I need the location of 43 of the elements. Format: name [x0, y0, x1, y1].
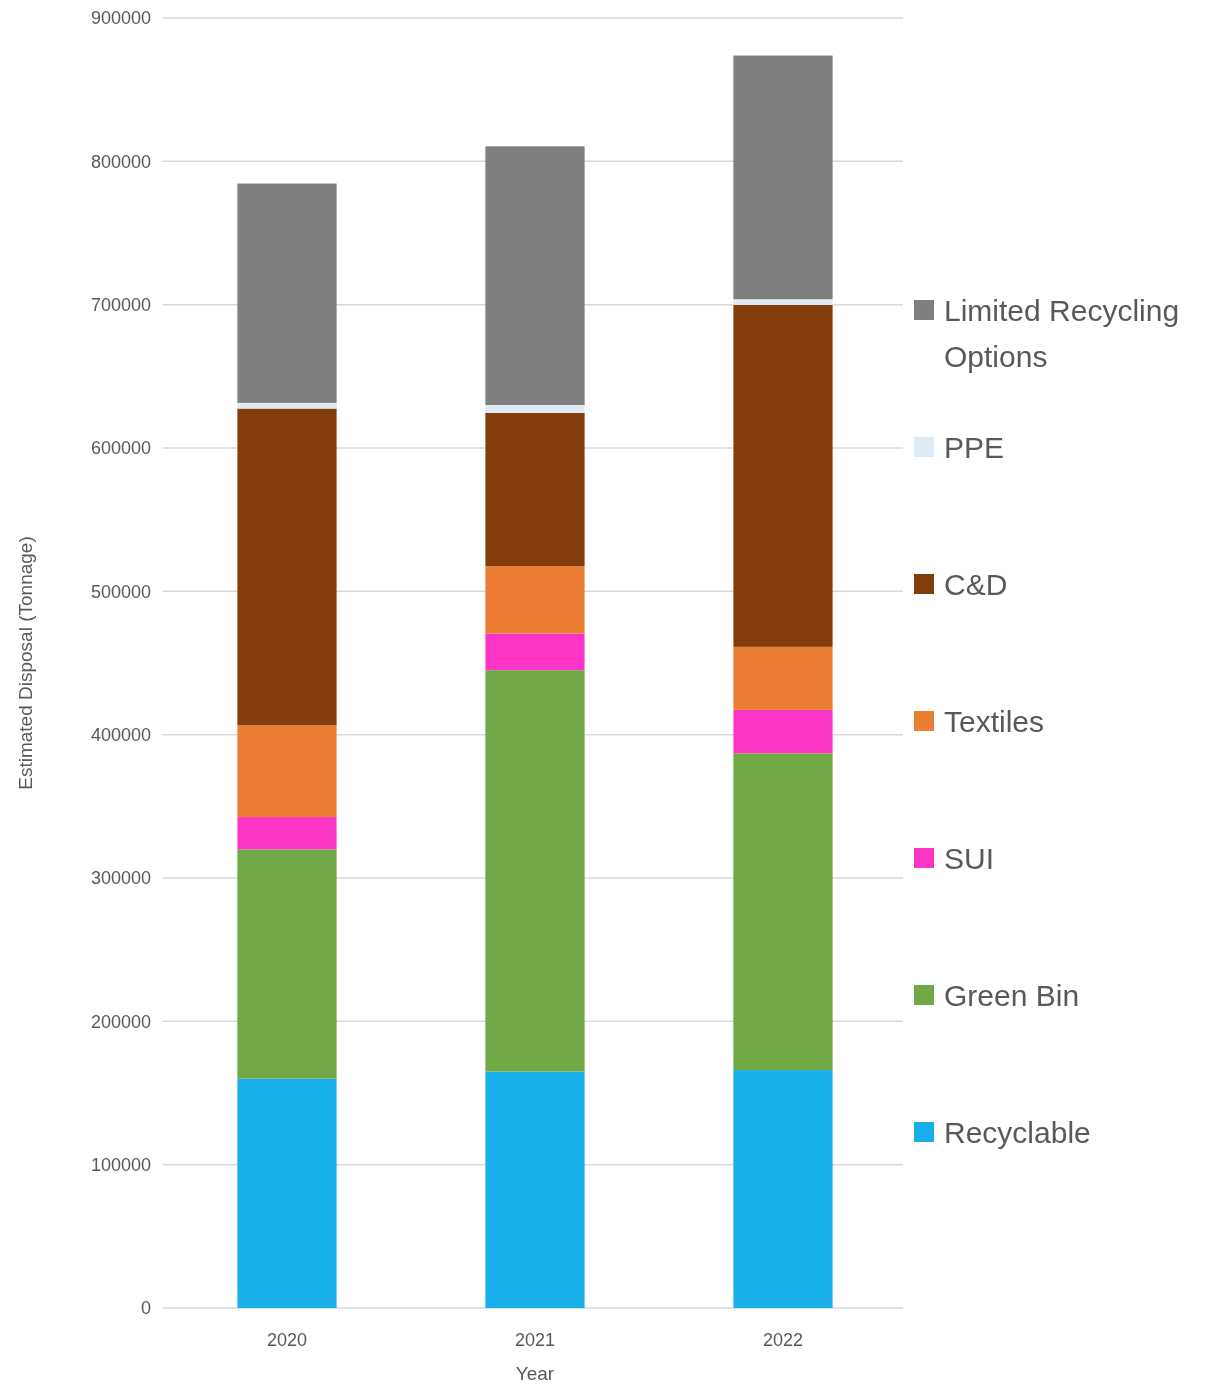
bar [485, 412, 585, 567]
y-tick-label: 400000 [90, 724, 151, 745]
y-tick-label: 0 [140, 1298, 151, 1319]
bar [237, 817, 337, 850]
legend-label: PPE [944, 430, 1005, 464]
bar [237, 183, 337, 403]
bar [237, 1078, 337, 1308]
legend-label: SUI [944, 841, 995, 875]
x-tick-label: 2021 [514, 1330, 556, 1350]
bar [485, 146, 585, 405]
bar [485, 633, 585, 671]
bar [237, 402, 337, 409]
legend-label: C&D [944, 567, 1008, 601]
bar [733, 753, 833, 1071]
y-tick-label: 500000 [90, 581, 151, 602]
bar [485, 566, 585, 634]
x-axis-title: Year [515, 1363, 555, 1384]
legend-label: Green Bin [944, 978, 1080, 1012]
bar [485, 405, 585, 413]
bar [485, 670, 585, 1072]
y-tick-label: 200000 [90, 1011, 151, 1032]
y-tick-label: 300000 [90, 868, 151, 889]
legend-label: Textiles [944, 704, 1045, 738]
y-tick-label: 900000 [90, 8, 151, 29]
y-tick-label: 100000 [90, 1154, 151, 1175]
x-tick-label: 2020 [266, 1330, 308, 1350]
y-tick-label: 700000 [90, 294, 151, 315]
bar [237, 408, 337, 726]
bar [237, 849, 337, 1079]
x-tick-label: 2022 [762, 1330, 804, 1350]
y-axis-title: Estimated Disposal (Tonnage) [15, 536, 36, 790]
legend-label: Limited Recycling Options [944, 293, 1180, 373]
bar [733, 299, 833, 305]
legend-label: Recyclable [944, 1115, 1091, 1149]
bar [733, 646, 833, 710]
y-tick-label: 600000 [90, 438, 151, 459]
bar [733, 55, 833, 300]
y-tick-label: 800000 [90, 151, 151, 172]
bar [237, 725, 337, 818]
bar [733, 304, 833, 647]
bar [733, 709, 833, 754]
bar [733, 1070, 833, 1308]
bar [485, 1071, 585, 1308]
